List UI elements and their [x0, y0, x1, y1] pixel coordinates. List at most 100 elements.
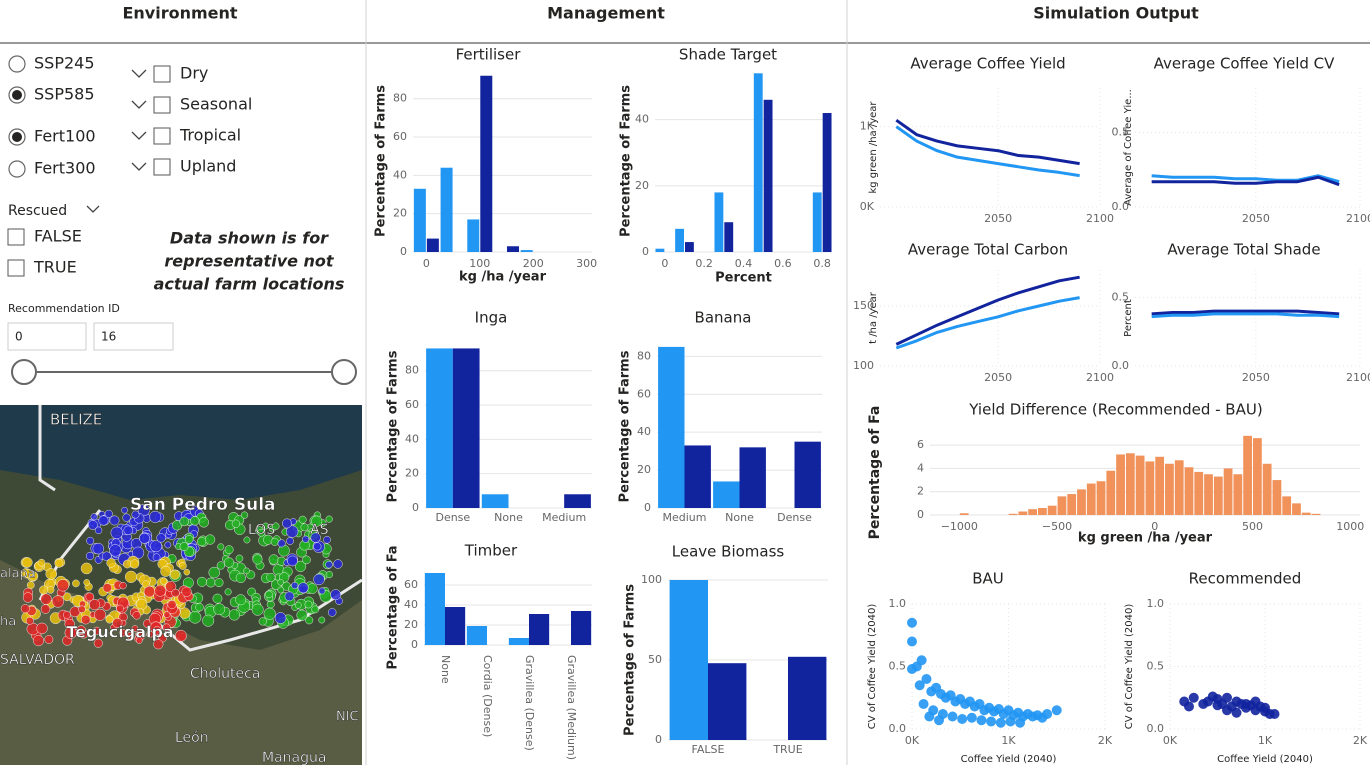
map-farm-dot	[274, 612, 287, 624]
line-series	[895, 296, 1080, 350]
checkbox-label[interactable]: Seasonal	[180, 95, 252, 114]
map-farm-dot	[286, 525, 299, 538]
map-farm-dot	[257, 528, 266, 537]
map-farm-dot	[146, 630, 154, 638]
checkbox-label[interactable]: TRUE	[33, 258, 77, 277]
max-input[interactable]	[93, 322, 174, 351]
map-place-label: BELIZE	[50, 411, 102, 429]
bar	[426, 238, 439, 252]
checkbox-label[interactable]: Tropical	[179, 126, 241, 145]
map-farm-dot	[101, 551, 112, 562]
expand-chevron[interactable]	[131, 162, 147, 171]
checkbox[interactable]	[7, 228, 25, 246]
x-tick-label: 100	[469, 257, 490, 270]
min-input[interactable]	[7, 322, 87, 351]
checkbox[interactable]	[153, 96, 171, 114]
bar	[529, 614, 550, 645]
y-tick-label: 0.5	[1112, 290, 1130, 303]
map-farm-dot	[313, 542, 322, 551]
checkbox[interactable]	[153, 127, 171, 145]
x-tick-label: 2050	[984, 212, 1012, 225]
checkbox-label[interactable]: Upland	[180, 157, 236, 176]
dropdown-chevron[interactable]	[86, 205, 100, 213]
y-tick-label: 0.0	[1112, 200, 1130, 213]
x-category-label: Medium	[663, 511, 707, 524]
map-farm-dot	[93, 608, 106, 621]
expand-chevron[interactable]	[131, 131, 147, 140]
x-axis-label: Percent	[715, 271, 772, 286]
map-farm-dot	[217, 543, 225, 551]
scatter-point	[1222, 692, 1232, 703]
bar	[520, 250, 533, 252]
x-category-label: Dense	[435, 511, 470, 524]
expand-chevron[interactable]	[131, 100, 147, 109]
map-farm-dot	[156, 533, 166, 543]
map-farm-dot	[277, 539, 286, 548]
x-axis-label: Coffee Yield (2040)	[961, 754, 1057, 765]
checkbox[interactable]	[153, 158, 171, 176]
expand-chevron[interactable]	[131, 69, 147, 78]
map-farm-dot	[169, 569, 181, 580]
x-tick-label: 0	[661, 257, 668, 270]
map-farm-dot	[270, 537, 279, 546]
radio-label[interactable]: SSP245	[34, 54, 95, 73]
histogram-bar	[1116, 454, 1125, 515]
scatter-point	[986, 716, 997, 727]
map-farm-dot	[36, 622, 48, 635]
checkbox-label[interactable]: Dry	[180, 64, 208, 83]
radio-button[interactable]	[8, 55, 26, 73]
y-tick-label: 60	[405, 398, 419, 411]
radio-button[interactable]	[8, 160, 26, 178]
radio-label[interactable]: Fert300	[34, 159, 96, 178]
slider-handle[interactable]	[11, 359, 37, 385]
y-tick-label: 6	[917, 438, 924, 451]
y-tick-label: 100	[641, 573, 662, 586]
x-category-label: None	[725, 511, 754, 524]
histogram-bar	[1008, 513, 1018, 515]
bar	[669, 580, 708, 740]
checkbox[interactable]	[153, 65, 171, 83]
scatter-point	[1188, 692, 1199, 703]
y-tick-label: 1.0	[1147, 597, 1165, 610]
slider-handle[interactable]	[331, 359, 357, 385]
map-farm-dot	[64, 626, 77, 639]
map-farm-dot	[216, 561, 226, 570]
radio-label[interactable]: SSP585	[34, 85, 95, 104]
y-tick-label: 80	[393, 92, 407, 105]
bar	[467, 219, 480, 252]
x-tick-label: 300	[576, 257, 597, 270]
x-category-label: Gravillea (Medium)	[565, 655, 578, 760]
x-tick-label: 1K	[1258, 734, 1273, 747]
x-tick-label: 2100	[1346, 371, 1370, 384]
map-place-label: NIC	[336, 710, 359, 725]
radio-label[interactable]: Fert100	[34, 127, 96, 146]
x-tick-label: 0.4	[735, 257, 753, 270]
map-farm-dot	[86, 536, 95, 545]
bar	[812, 192, 822, 252]
x-category-label: FALSE	[692, 743, 725, 756]
map-farm-dot	[181, 586, 192, 597]
map-farm-dot	[102, 583, 113, 593]
scatter-point	[924, 711, 935, 722]
map-farm-dot	[152, 553, 161, 562]
checkbox-label[interactable]: FALSE	[34, 227, 82, 246]
map-farm-dot	[124, 570, 138, 583]
map-farm-dot	[109, 515, 120, 526]
map-farm-dot	[143, 585, 156, 598]
map-farm-dot	[266, 572, 276, 582]
x-tick-label: 0.6	[774, 257, 792, 270]
map-farm-dot	[333, 559, 343, 569]
bar	[753, 73, 763, 253]
x-tick-label: 2100	[1346, 212, 1370, 225]
scatter-point	[966, 712, 977, 723]
histogram-bar	[1155, 456, 1165, 515]
map-farm-dot	[90, 513, 98, 521]
map-farm-dot	[56, 579, 70, 592]
x-tick-label: 0.2	[695, 257, 713, 270]
map-farm-dot	[184, 535, 194, 544]
checkbox[interactable]	[7, 259, 25, 277]
map-farm-dot	[297, 582, 309, 594]
map-farm-dot	[153, 639, 164, 650]
y-tick-label: 4	[917, 461, 924, 474]
